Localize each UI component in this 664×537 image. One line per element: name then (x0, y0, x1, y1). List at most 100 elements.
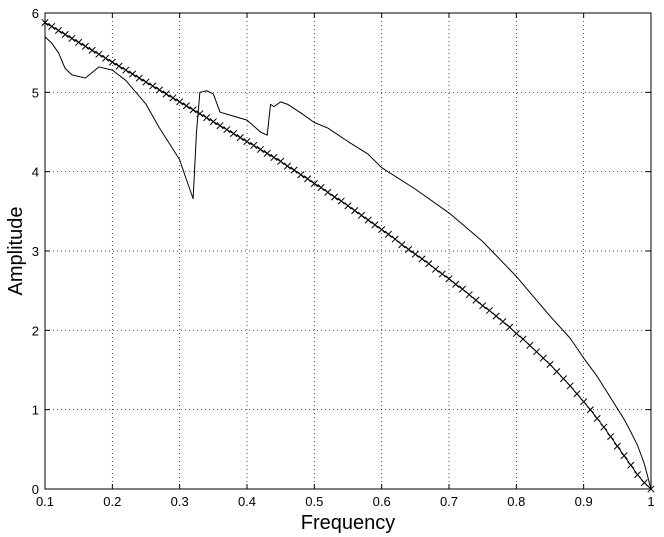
series-2-point (559, 375, 568, 383)
series-2-point (122, 66, 130, 74)
series-2-point (485, 306, 493, 315)
series-2-point (135, 74, 143, 82)
series-2-point (371, 221, 379, 229)
series-2-point (290, 166, 298, 174)
series-2-point (304, 175, 312, 183)
series-2-point (182, 102, 190, 110)
series-2-point (539, 354, 547, 362)
series-2-point (75, 38, 83, 46)
series-2-point (256, 145, 265, 154)
series-2-point (546, 360, 554, 369)
series-2-point (411, 250, 419, 258)
series-2-point (398, 241, 406, 249)
series-2-point (431, 265, 440, 273)
series-2-point (445, 275, 453, 283)
series-2-point (391, 235, 399, 243)
series-2-point (438, 270, 446, 278)
series-2-point (351, 206, 359, 215)
series-layer (41, 18, 655, 493)
series-2-point (640, 479, 648, 487)
series-2-point (229, 130, 238, 138)
series-2-point (108, 58, 116, 66)
series-2-point (344, 202, 352, 210)
series-2-point (532, 348, 541, 356)
series-2-point (600, 423, 608, 431)
series-2-point (102, 54, 110, 62)
series-2-point (203, 114, 211, 122)
series-2-point (54, 26, 63, 35)
series-2-point (458, 285, 467, 293)
y-tick-label: 3 (32, 244, 39, 259)
series-2-point (196, 110, 204, 118)
series-2-point (324, 188, 332, 196)
x-tick-label: 0.4 (238, 494, 256, 509)
axis-ticks: 0.1 0.2 0.3 0.4 0.5 0.6 0.7 0.8 0.9 1 0 1 2 3 4 5 6 (32, 6, 655, 509)
series-2-point (155, 86, 164, 94)
x-tick-label: 0.2 (103, 494, 121, 509)
series-2-point (627, 461, 635, 469)
series-2-point (68, 34, 76, 42)
y-tick-label: 0 (32, 482, 39, 497)
series-2-point (236, 133, 244, 142)
series-2-point (270, 153, 278, 161)
series-2-point (115, 62, 123, 70)
series-2-point (418, 255, 426, 263)
series-2-point (48, 22, 56, 31)
series-2-point (364, 216, 372, 224)
series-2-point (95, 50, 103, 58)
series-2-point (378, 226, 386, 234)
series-2-point (613, 442, 621, 450)
series-1-line (44, 36, 652, 490)
series-2-point (479, 302, 487, 310)
x-tick-label: 0.3 (171, 494, 189, 509)
series-2-point (283, 162, 291, 170)
series-2-point (593, 414, 601, 422)
y-tick-label: 1 (32, 403, 39, 418)
series-2-point (297, 171, 305, 179)
series-2-point (519, 335, 527, 343)
series-2-point (263, 149, 271, 157)
x-axis-title: Frequency (301, 512, 396, 534)
series-2-point (357, 211, 366, 219)
series-2-point (607, 433, 615, 441)
series-2-point (586, 406, 594, 414)
series-2-point (223, 126, 231, 134)
series-2-point (81, 42, 89, 50)
series-2-point (216, 122, 224, 130)
series-2-point (633, 471, 642, 479)
series-2-point (128, 70, 137, 78)
x-tick-label: 0.7 (440, 494, 458, 509)
y-tick-label: 5 (32, 85, 39, 100)
series-2-point (337, 197, 345, 205)
series-2-point (465, 291, 473, 299)
series-2-point (142, 78, 150, 86)
series-2 (41, 18, 655, 493)
series-2-point (499, 318, 507, 326)
series-2-point (176, 98, 184, 106)
series-2-point (149, 82, 157, 90)
x-tick-label: 0.5 (305, 494, 323, 509)
series-2-point (277, 157, 285, 165)
series-2-point (506, 323, 514, 331)
series-2-point (526, 341, 534, 349)
series-2-point (310, 180, 318, 188)
series-2-point (425, 260, 433, 268)
grid-lines (45, 13, 651, 489)
series-2-point (330, 193, 339, 201)
series-2-point (405, 245, 413, 253)
series-2-point (566, 382, 574, 390)
y-tick-label: 6 (32, 6, 39, 21)
series-2-point (472, 296, 480, 304)
series-2-point (317, 183, 325, 192)
x-tick-label: 0.1 (36, 494, 54, 509)
series-2-point (243, 137, 251, 146)
series-2-point (512, 329, 520, 338)
series-2-point (452, 280, 460, 288)
series-2-point (189, 106, 197, 114)
x-tick-label: 0.6 (373, 494, 391, 509)
series-2-point (88, 46, 96, 54)
y-tick-label: 4 (32, 165, 39, 180)
